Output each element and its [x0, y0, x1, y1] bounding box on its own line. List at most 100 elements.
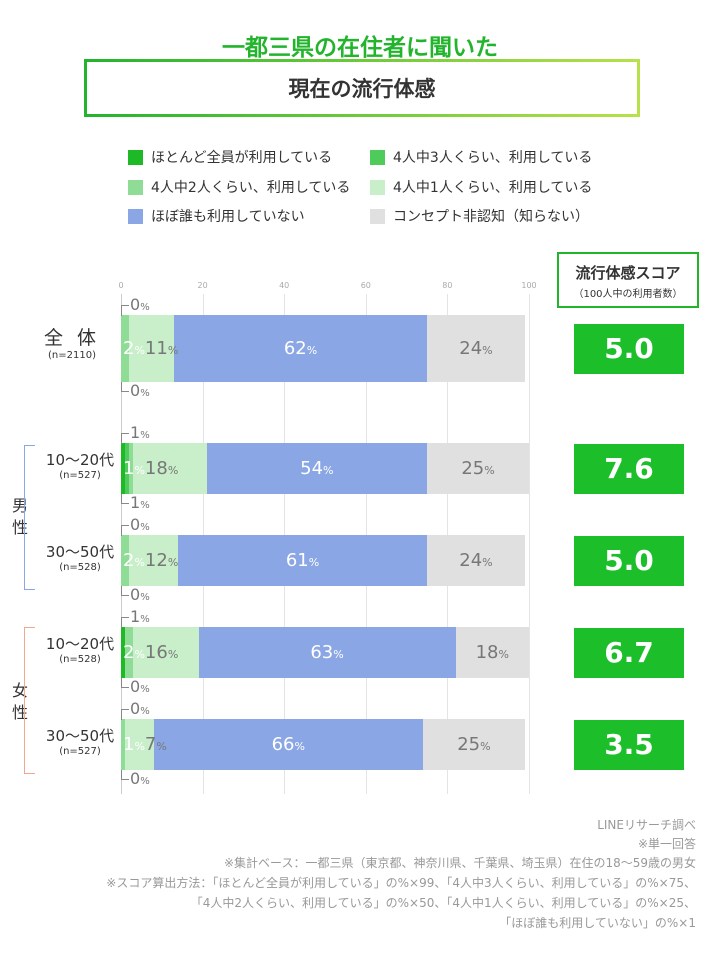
unit: %: [167, 556, 179, 569]
small-segment-labels: 1% 18%: [123, 443, 178, 494]
row-n: (n=527): [59, 746, 101, 757]
legend-label: 4人中2人くらい、利用している: [151, 180, 351, 196]
score-value: 5.0: [574, 323, 684, 374]
row-label: 30〜50代 (n=527): [38, 725, 122, 757]
unit: %: [482, 556, 493, 569]
x-tick-label: 0: [118, 281, 124, 290]
unit: %: [140, 388, 150, 399]
score-value: 6.7: [574, 627, 684, 678]
segment-value: 16: [144, 642, 168, 663]
segment-label-text: 61%: [286, 550, 319, 571]
segment-label: 18%: [456, 627, 529, 678]
gridline: [529, 294, 530, 794]
callout-line: [121, 382, 129, 392]
row-label-text: 30〜50代: [45, 543, 115, 561]
unit: %: [333, 648, 344, 661]
bar-segment: [133, 443, 207, 494]
small-segment-labels: 1% 7%: [123, 719, 167, 770]
callout-line: [121, 586, 129, 596]
segment-label: 24%: [427, 315, 525, 382]
callout-label: 0%: [130, 701, 150, 720]
segment-label: 2%: [123, 550, 145, 571]
segment-label-text: 25%: [461, 458, 494, 479]
bar-segment: [198, 627, 456, 678]
bar-segment: [455, 627, 529, 678]
segment-label: 7%: [145, 734, 167, 755]
segment-label: 1%: [123, 458, 145, 479]
score-value: 7.6: [574, 443, 684, 494]
callout-label: 0%: [130, 771, 150, 790]
callout-label: 0%: [130, 517, 150, 536]
legend-item: 4人中2人くらい、利用している: [128, 177, 350, 197]
score-header-sub: （100人中の利用者数）: [573, 289, 683, 300]
callout-label: 0%: [130, 383, 150, 402]
callout-line: [121, 433, 129, 444]
segment-label-text: 66%: [272, 734, 305, 755]
segment-label: 2%: [123, 338, 145, 359]
male-bracket: [24, 445, 35, 590]
segment-label: 2%: [123, 642, 145, 663]
legend-swatch: [370, 149, 385, 165]
segment-value: 0: [130, 585, 141, 604]
legend-label: 4人中1人くらい、利用している: [393, 180, 593, 196]
segment-label: 11%: [145, 338, 178, 359]
note-line: 「ほぼ誰も利用していない」の%×1: [499, 916, 696, 930]
small-segment-labels: 2% 16%: [123, 627, 178, 678]
segment-label: 63%: [199, 627, 456, 678]
bar-segment: [206, 443, 427, 494]
unit: %: [140, 776, 150, 787]
note-line: ※スコア算出方法：「ほとんど全員が利用している」の%×99、「4人中3人くらい、…: [106, 876, 696, 890]
unit: %: [140, 430, 150, 441]
note-line: ※単一回答: [637, 837, 696, 851]
unit: %: [134, 464, 145, 477]
segment-value: 7: [144, 734, 157, 755]
bar-segment: [121, 315, 130, 382]
legend-item: ほとんど全員が利用している: [128, 147, 332, 167]
x-tick-label: 80: [442, 281, 453, 290]
legend-swatch: [370, 179, 385, 195]
legend-item: コンセプト非認知（知らない）: [370, 206, 589, 226]
segment-label: 54%: [207, 443, 427, 494]
segment-label-text: 24%: [459, 338, 492, 359]
segment-label: 12%: [145, 550, 178, 571]
row-label-text: 30〜50代: [45, 727, 115, 745]
legend-label: 4人中3人くらい、利用している: [393, 150, 593, 166]
segment-value: 2: [123, 338, 135, 359]
unit: %: [140, 614, 150, 625]
bar-segment: [174, 315, 427, 382]
subtitle-text: 現在の流行体感: [288, 77, 436, 101]
segment-value: 1: [130, 423, 141, 442]
small-segment-labels: 2% 11%: [123, 315, 178, 382]
bar-segment: [129, 443, 134, 494]
row-label: 10〜20代 (n=528): [38, 633, 122, 665]
segment-value: 63: [310, 642, 334, 663]
legend-label: ほとんど全員が利用している: [151, 150, 333, 166]
segment-label: 24%: [427, 535, 525, 586]
segment-label-text: 25%: [457, 734, 490, 755]
segment-value: 54: [300, 458, 324, 479]
unit: %: [134, 344, 145, 357]
bar-segment: [125, 443, 130, 494]
row-label-text: 10〜20代: [45, 635, 115, 653]
segment-label: 62%: [174, 315, 427, 382]
x-tick-label: 60: [360, 281, 371, 290]
segment-value: 24: [459, 338, 483, 359]
segment-value: 24: [459, 550, 483, 571]
unit: %: [134, 556, 145, 569]
segment-value: 62: [283, 338, 307, 359]
segment-label-text: 62%: [284, 338, 317, 359]
segment-value: 66: [271, 734, 295, 755]
segment-value: 18: [144, 458, 168, 479]
unit: %: [140, 302, 150, 313]
unit: %: [140, 500, 150, 511]
bar-segment: [121, 535, 130, 586]
row-label: 30〜50代 (n=528): [38, 541, 122, 573]
unit: %: [323, 464, 334, 477]
segment-value: 18: [475, 642, 499, 663]
segment-value: 61: [285, 550, 309, 571]
segment-value: 0: [130, 381, 141, 400]
segment-label: 1%: [123, 734, 145, 755]
bar-segment: [125, 627, 134, 678]
segment-value: 12: [144, 550, 168, 571]
segment-value: 1: [130, 493, 141, 512]
